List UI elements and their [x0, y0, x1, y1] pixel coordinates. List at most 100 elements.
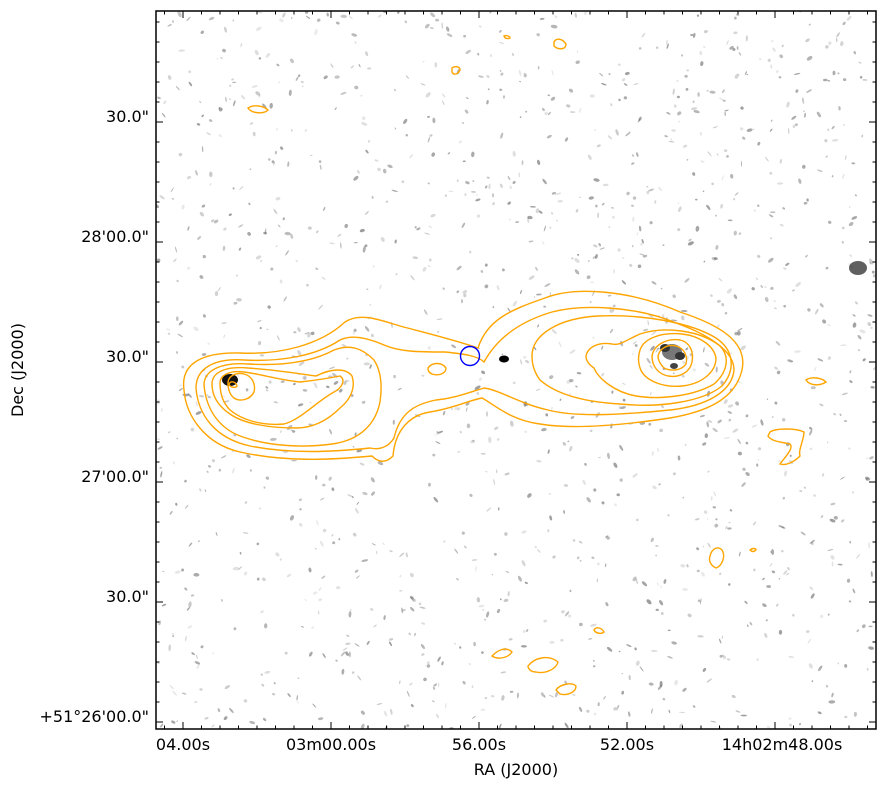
- noise-speck: [496, 438, 500, 441]
- noise-speck: [794, 350, 801, 353]
- noise-speck: [822, 319, 827, 324]
- noise-speck: [830, 555, 835, 560]
- noise-speck: [651, 281, 657, 285]
- noise-speck: [575, 385, 578, 388]
- noise-speck: [697, 635, 704, 638]
- noise-speck: [206, 132, 212, 136]
- noise-speck: [303, 377, 307, 380]
- noise-speck: [412, 256, 419, 260]
- noise-speck: [851, 216, 858, 220]
- noise-speck: [646, 599, 652, 605]
- noise-speck: [868, 542, 871, 549]
- noise-speck: [621, 673, 624, 675]
- noise-speck: [178, 384, 183, 387]
- noise-speck: [606, 646, 613, 652]
- noise-speck: [646, 357, 651, 364]
- noise-speck: [401, 607, 404, 614]
- noise-speck: [488, 183, 491, 190]
- noise-speck: [718, 277, 723, 282]
- noise-speck: [647, 320, 649, 326]
- noise-speck: [626, 644, 632, 648]
- noise-speck: [297, 74, 301, 78]
- noise-speck: [688, 238, 692, 242]
- noise-speck: [845, 155, 847, 161]
- noise-speck: [738, 551, 741, 557]
- noise-speck: [371, 491, 375, 496]
- noise-speck: [820, 515, 824, 519]
- noise-speck: [549, 375, 554, 380]
- noise-speck: [548, 493, 552, 495]
- noise-speck: [841, 241, 844, 244]
- noise-speck: [593, 244, 598, 248]
- noise-speck: [537, 324, 540, 328]
- noise-speck: [569, 349, 576, 354]
- noise-speck: [819, 403, 824, 407]
- noise-speck: [216, 57, 219, 60]
- noise-speck: [198, 394, 205, 398]
- noise-speck: [447, 152, 451, 155]
- noise-speck: [493, 478, 496, 486]
- noise-speck: [380, 237, 385, 242]
- noise-speck: [489, 11, 492, 14]
- x-tick-label: 04.00s: [156, 735, 210, 754]
- noise-speck: [199, 100, 202, 104]
- noise-speck: [257, 319, 262, 323]
- noise-speck: [632, 352, 634, 356]
- noise-speck: [232, 566, 239, 571]
- noise-speck: [304, 599, 307, 601]
- contour-level-3: [203, 346, 382, 447]
- noise-speck: [412, 598, 417, 602]
- noise-speck: [837, 72, 840, 75]
- noise-speck: [374, 159, 379, 162]
- noise-speck: [631, 154, 635, 157]
- noise-speck: [686, 69, 689, 72]
- noise-speck: [523, 74, 527, 78]
- noise-speck: [512, 300, 518, 307]
- noise-speck: [256, 542, 260, 546]
- noise-speck: [260, 673, 263, 676]
- y-tick-label: 28'00.0": [81, 227, 149, 246]
- noise-speck: [519, 80, 522, 83]
- noise-speck: [484, 263, 488, 267]
- noise-speck: [659, 680, 663, 687]
- noise-speck: [512, 381, 516, 385]
- noise-speck: [370, 477, 375, 483]
- noise-speck: [557, 199, 563, 203]
- noise-speck: [501, 695, 505, 701]
- noise-speck: [816, 169, 823, 172]
- noise-speck: [348, 15, 353, 20]
- noise-speck: [719, 654, 723, 658]
- noise-speck: [637, 264, 642, 269]
- noise-speck: [846, 15, 852, 21]
- noise-speck: [507, 591, 510, 597]
- noise-speck: [231, 78, 234, 81]
- noise-speck: [778, 76, 782, 79]
- noise-speck: [730, 352, 733, 355]
- noise-speck: [313, 382, 318, 389]
- noise-speck: [766, 585, 771, 588]
- noise-speck: [720, 203, 724, 209]
- noise-speck: [353, 328, 357, 332]
- host-marker-circle: [459, 345, 481, 367]
- noise-speck: [318, 587, 322, 592]
- noise-speck: [244, 501, 248, 504]
- noise-speck: [589, 429, 593, 433]
- noise-speck: [491, 574, 494, 576]
- noise-speck: [430, 27, 434, 30]
- noise-speck: [768, 214, 774, 218]
- noise-speck: [831, 125, 835, 130]
- noise-speck: [782, 207, 786, 210]
- noise-speck: [535, 388, 541, 391]
- noise-speck: [783, 570, 788, 575]
- noise-speck: [597, 702, 600, 707]
- noise-speck: [174, 246, 178, 253]
- noise-speck: [486, 100, 489, 105]
- noise-speck: [781, 526, 786, 530]
- noise-speck: [660, 612, 664, 615]
- noise-speck: [778, 459, 781, 463]
- x-tick-labels: 04.00s 03m00.00s 56.00s 52.00s 14h02m48.…: [156, 735, 842, 754]
- noise-speck: [788, 717, 792, 720]
- noise-speck: [236, 274, 238, 277]
- noise-speck: [842, 173, 845, 180]
- noise-speck: [406, 690, 410, 697]
